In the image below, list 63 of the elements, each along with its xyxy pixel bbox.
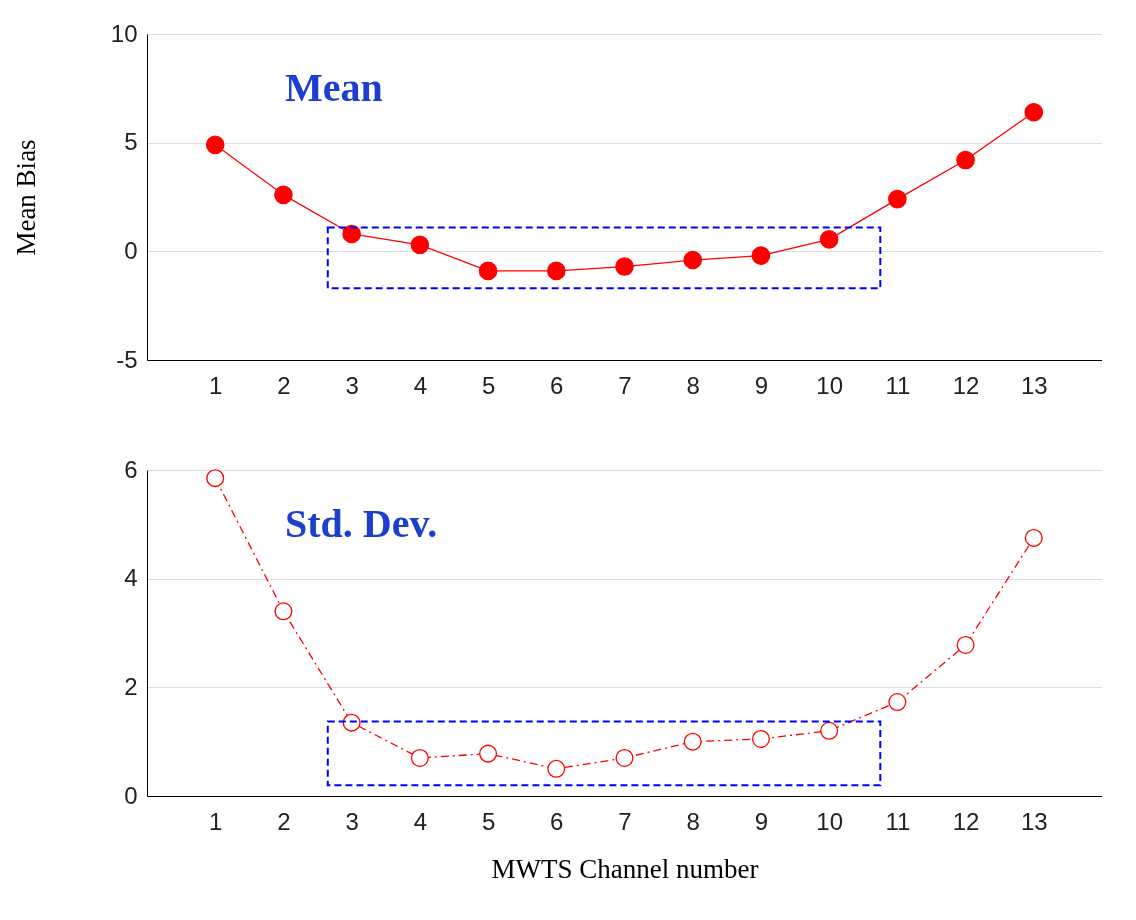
point [820, 721, 839, 740]
x-tick-label: 9 [754, 807, 769, 835]
point [547, 759, 566, 778]
point [342, 224, 361, 244]
y-tick-label: 4 [124, 564, 138, 592]
point [206, 469, 225, 488]
point [478, 261, 498, 281]
x-tick-label: 12 [952, 371, 980, 399]
point [956, 635, 975, 654]
x-tick-label: 8 [686, 807, 700, 835]
y-tick-label: 0 [124, 781, 138, 809]
point [751, 729, 770, 748]
x-tick-label: 6 [550, 371, 564, 399]
x-tick-label: 9 [754, 371, 769, 399]
x-tick-label: 4 [413, 371, 428, 399]
x-tick-label: 7 [618, 807, 632, 835]
point [683, 250, 703, 270]
x-tick-label: 5 [481, 807, 496, 835]
y-tick-label: 10 [110, 19, 138, 47]
point [479, 744, 498, 763]
x-tick-label: 3 [345, 807, 359, 835]
x-tick-label: 2 [277, 807, 291, 835]
point [274, 185, 293, 205]
x-tick-label: 10 [816, 371, 843, 399]
x-tick-label: 10 [816, 807, 843, 835]
y-tick-label: 5 [124, 128, 138, 156]
x-tick-label: 13 [1020, 371, 1048, 399]
x-tick-label: 1 [209, 807, 223, 835]
point [546, 261, 566, 281]
point [615, 748, 634, 767]
x-tick-label: 11 [885, 371, 911, 399]
y-tick-label: 2 [124, 672, 138, 700]
point [1024, 102, 1044, 122]
y-tick-label: -5 [116, 345, 138, 373]
y-tick-label: 6 [124, 455, 138, 483]
annotation: Std. Dev. [285, 501, 438, 546]
x-tick-label: 11 [885, 807, 911, 835]
point [1024, 528, 1043, 547]
x-tick-label: 5 [481, 371, 496, 399]
point [956, 150, 975, 170]
point [751, 246, 771, 265]
x-tick-label: 13 [1020, 807, 1048, 835]
x-tick-label: 12 [952, 807, 980, 835]
x-tick-label: 3 [345, 371, 359, 399]
x-tick-label: 6 [550, 807, 564, 835]
point [410, 235, 430, 255]
point [683, 732, 702, 751]
point [888, 189, 907, 209]
y-axis-title: Mean Bias [10, 139, 41, 256]
y-tick-label: 0 [124, 236, 138, 264]
x-tick-label: 8 [686, 371, 700, 399]
point [274, 602, 293, 621]
annotation: Mean [285, 65, 383, 110]
point [615, 257, 634, 276]
point [819, 230, 839, 249]
x-tick-label: 4 [413, 807, 428, 835]
x-axis-title: MWTS Channel number [491, 853, 759, 884]
x-tick-label: 7 [618, 371, 632, 399]
x-tick-label: 1 [209, 371, 223, 399]
point [888, 693, 907, 711]
point [410, 748, 429, 767]
x-tick-label: 2 [277, 371, 291, 399]
point [205, 135, 225, 155]
